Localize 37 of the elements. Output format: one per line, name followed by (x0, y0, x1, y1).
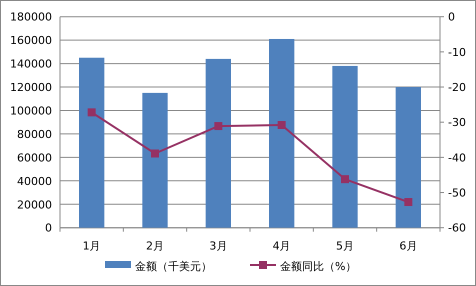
bar (396, 87, 421, 228)
bar (269, 38, 294, 228)
bar (79, 58, 104, 228)
x-tick-label: 6月 (399, 240, 418, 253)
x-tick-label: 4月 (272, 240, 291, 253)
x-tick-label: 3月 (209, 240, 228, 253)
y-tick-label: 0 (45, 222, 52, 235)
y-tick-label: 140000 (10, 58, 52, 71)
point (278, 121, 286, 130)
y2-tick-label: -40 (448, 151, 466, 164)
y2-tick-label: -10 (448, 46, 466, 59)
bar (142, 92, 168, 228)
x-tick-label: 5月 (336, 240, 354, 253)
y-tick-label: 180000 (10, 10, 52, 24)
y2-tick-label: -30 (448, 116, 466, 130)
legend-label: 金额同比（%） (280, 260, 356, 273)
y-tick-label: 40000 (17, 174, 52, 188)
point (341, 175, 349, 184)
y-tick-label: 60000 (17, 151, 52, 164)
y2-tick-label: -50 (448, 186, 466, 200)
x-tick-label: 1月 (82, 240, 101, 253)
point (88, 108, 96, 116)
y2-tick-label: -20 (448, 81, 466, 94)
y2-tick-label: -60 (448, 222, 466, 235)
y-tick-label: 120000 (10, 81, 52, 94)
bar (206, 58, 231, 228)
point (151, 150, 159, 158)
y-tick-label: 20000 (17, 198, 52, 212)
y-tick-label: 100000 (10, 104, 52, 118)
y2-tick-label: 0 (448, 10, 455, 24)
bar (332, 66, 358, 228)
x-tick-label: 2月 (146, 240, 164, 253)
y-tick-label: 160000 (10, 34, 52, 48)
point (214, 122, 222, 130)
point (404, 198, 412, 206)
legend-label: 金额（千美元） (135, 260, 212, 273)
y-tick-label: 80000 (17, 128, 52, 141)
